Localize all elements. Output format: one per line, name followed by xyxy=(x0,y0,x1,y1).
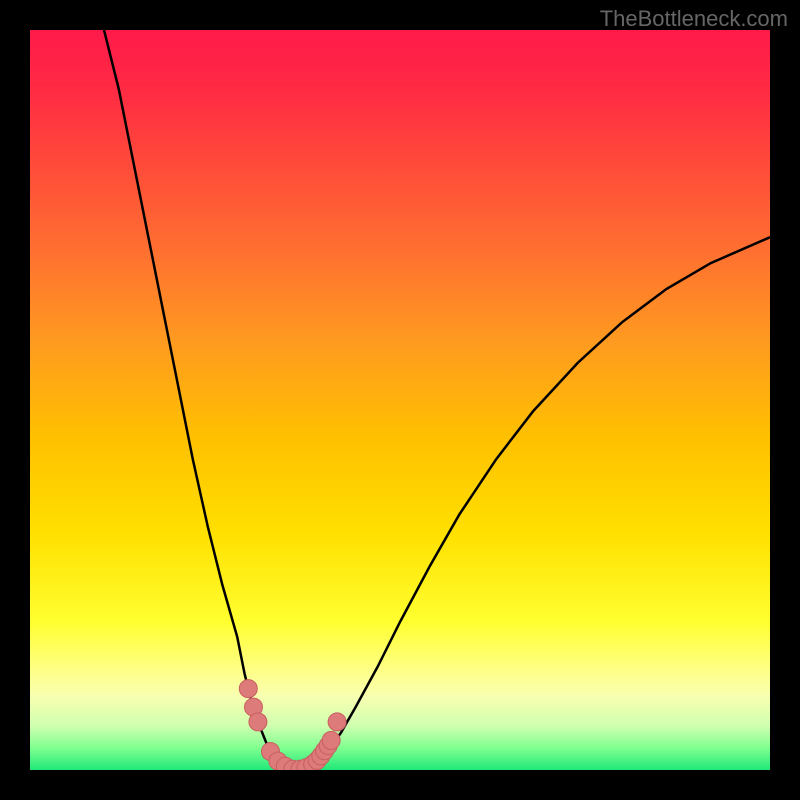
watermark-text: TheBottleneck.com xyxy=(600,6,788,32)
marker-points xyxy=(239,680,346,770)
marker-point xyxy=(328,713,346,731)
chart-overlay xyxy=(30,30,770,770)
bottleneck-curve xyxy=(104,30,770,770)
marker-point xyxy=(249,713,267,731)
marker-point xyxy=(322,731,340,749)
plot-area xyxy=(30,30,770,770)
marker-point xyxy=(239,680,257,698)
